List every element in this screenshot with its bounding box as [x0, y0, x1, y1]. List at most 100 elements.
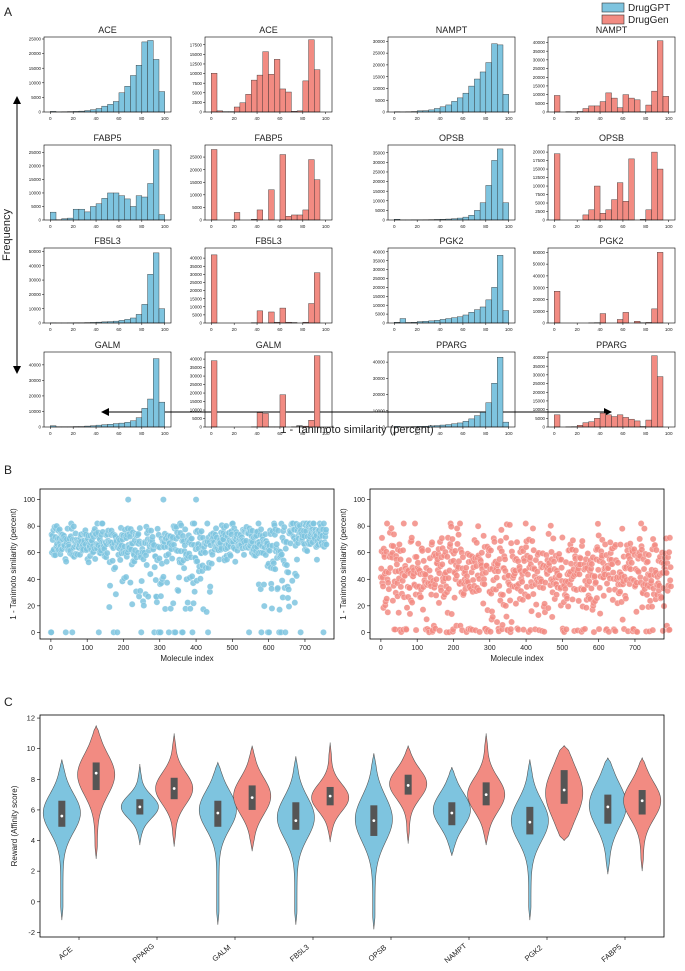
scatter-point [432, 592, 440, 599]
histogram-bar [588, 209, 595, 221]
histogram-bar [285, 91, 292, 113]
scatter-point [540, 628, 548, 635]
histogram-x-tick-label: 60 [116, 224, 122, 229]
scatter-point [135, 530, 142, 538]
histogram-x-tick-label: 0 [49, 327, 52, 332]
scatter-point [533, 601, 540, 608]
scatter-point [383, 520, 391, 527]
scatter-point [135, 593, 143, 600]
violin-median-dot [372, 819, 376, 823]
histogram-y-tick-label: 25000 [190, 280, 203, 285]
scatter-point [383, 595, 390, 602]
scatter-point [619, 525, 626, 532]
violin-median-dot [60, 814, 64, 818]
violin-box [92, 762, 100, 791]
histogram-x-tick-label: 60 [620, 116, 626, 121]
scatter-point [451, 594, 458, 601]
scatter-point [188, 535, 195, 542]
histogram-y-tick-label: 17500 [533, 158, 546, 163]
histogram-y-tick-label: 15000 [533, 167, 546, 172]
histogram-bar [474, 78, 481, 113]
scatter-x-tick-label: 0 [379, 645, 383, 652]
histogram-fabp5-druggpt: FABP5 0 20 40 60 80 100 0 5000 10000 15000 20000 250… [29, 133, 172, 229]
scatter-point [448, 523, 455, 530]
scatter-point [636, 535, 643, 543]
histogram-bar [262, 51, 269, 113]
histogram-x-tick-label: 60 [620, 224, 626, 229]
histogram-x-tick-label: 20 [232, 116, 238, 121]
scatter-point [481, 581, 488, 588]
histogram-bar [451, 423, 458, 428]
scatter-point [106, 603, 113, 611]
scatter-point [444, 553, 451, 560]
scatter-point [488, 608, 496, 615]
histogram-bar [279, 154, 286, 221]
histogram-bar [657, 376, 664, 428]
histogram-y-tick-label: 10000 [533, 184, 546, 189]
histogram-y-tick-label: 20000 [190, 391, 203, 396]
scatter-point [462, 564, 470, 571]
histogram-bar [308, 159, 315, 221]
histogram-x-tick-label: 100 [161, 116, 169, 121]
scatter-point [147, 527, 155, 534]
histogram-x-tick-label: 100 [505, 116, 513, 121]
histogram-y-tick-label: 30000 [373, 376, 386, 381]
histogram-bar [497, 255, 504, 324]
histogram-bar [211, 254, 218, 324]
violin-y-tick-label: 4 [31, 836, 35, 845]
scatter-point [506, 521, 513, 529]
scatter-y-tick-label: 20 [357, 603, 365, 610]
scatter-point [583, 604, 590, 611]
scatter-point [559, 534, 566, 541]
histogram-nampt-druggpt: NAMPT 0 20 40 60 80 100 0 5000 10000 15000 20000 250… [373, 25, 516, 121]
violin-median-dot [562, 788, 566, 792]
scatter-point [607, 539, 614, 546]
scatter-point [489, 613, 496, 621]
scatter-point [257, 526, 265, 533]
scatter-point [550, 558, 558, 565]
scatter-point [283, 561, 291, 569]
scatter-point [512, 600, 520, 607]
scatter-point [274, 584, 281, 592]
violin-y-tick-label: 2 [31, 867, 35, 876]
histogram-bar [645, 209, 652, 221]
scatter-point [281, 523, 288, 531]
histogram-frame [547, 351, 676, 428]
scatter-point [507, 625, 515, 633]
scatter-point [503, 613, 510, 620]
histogram-y-tick-label: 0 [383, 321, 386, 326]
scatter-point [590, 628, 598, 636]
histogram-bar [107, 104, 114, 113]
scatter-point [116, 556, 124, 564]
histogram-bar [594, 185, 601, 221]
violin-fabp5 [623, 757, 662, 872]
scatter-point [612, 627, 619, 635]
histogram-bar [147, 183, 154, 221]
histogram-y-tick-label: 40000 [373, 249, 386, 254]
scatter-point [640, 565, 648, 573]
histogram-bar [657, 40, 664, 113]
histogram-y-tick-label: 25000 [373, 51, 386, 56]
histogram-y-tick-label: 10000 [190, 71, 203, 76]
histogram-y-tick-label: 10000 [533, 309, 546, 314]
histogram-x-tick-label: 80 [643, 431, 649, 436]
histogram-y-tick-label: 10000 [29, 306, 42, 311]
scatter-x-tick-label: 500 [227, 645, 239, 652]
violin-median-dot [328, 794, 332, 798]
scatter-y-tick-label: 40 [357, 577, 365, 584]
histogram-y-tick-label: 0 [200, 218, 203, 223]
scatter-point [149, 533, 156, 541]
histogram-x-tick-label: 20 [415, 431, 421, 436]
histogram-bar [628, 418, 635, 428]
scatter-x-tick-label: 100 [411, 645, 423, 652]
histogram-x-tick-label: 0 [49, 431, 52, 436]
scatter-point [448, 610, 455, 618]
histogram-x-tick-label: 60 [277, 327, 283, 332]
violin-median-dot [406, 784, 410, 787]
histogram-x-tick-label: 80 [483, 224, 489, 229]
histogram-bar [617, 414, 624, 428]
histogram-y-tick-label: 25000 [29, 37, 42, 42]
histogram-x-tick-label: 20 [415, 327, 421, 332]
violin-y-tick-label: 0 [31, 897, 35, 906]
histogram-x-tick-label: 40 [597, 116, 603, 121]
